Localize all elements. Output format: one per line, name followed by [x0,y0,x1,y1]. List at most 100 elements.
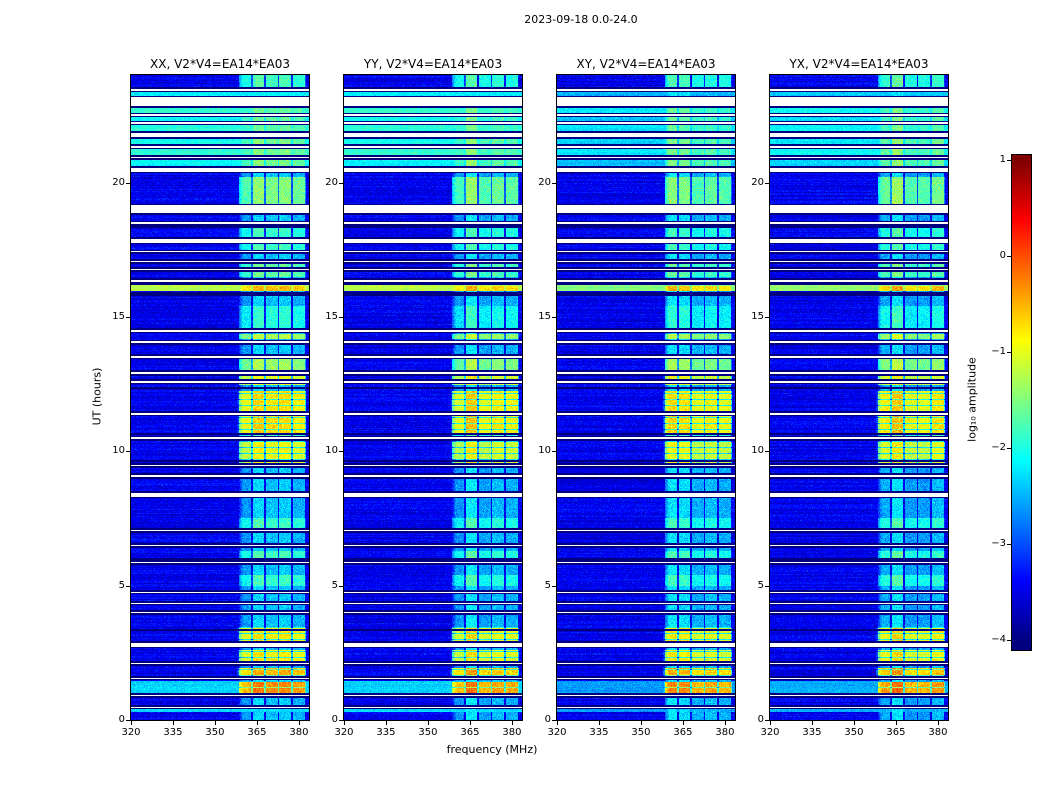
colorbar-tick [1007,448,1011,449]
panel-title: YY, V2*V4=EA14*EA03 [363,57,503,71]
y-tick-label: 0 [331,714,338,725]
x-tick [895,721,897,725]
colorbar-tick [1007,160,1011,161]
y-tick-label: 10 [538,445,551,457]
x-tick [640,721,642,725]
x-tick-label: 380 [715,727,735,738]
x-tick-label: 350 [205,727,225,738]
spectrogram-canvas-yx [770,75,948,720]
panel-frame [556,74,736,721]
x-tick [724,721,726,725]
spectrogram-canvas-yy [344,75,522,720]
x-tick [682,721,684,725]
x-tick-label: 320 [334,727,354,738]
y-tick [126,316,130,318]
y-tick [126,585,130,587]
x-tick-label: 380 [928,727,948,738]
x-tick-label: 320 [547,727,567,738]
colorbar-gradient [1012,155,1031,650]
x-tick-label: 350 [631,727,651,738]
colorbar-tick-label: −3 [991,538,1006,549]
figure-title: 2023-09-18 0.0-24.0 [524,13,638,26]
y-tick [126,720,130,721]
x-tick [256,721,258,725]
y-tick-label: 15 [538,310,551,322]
x-tick-label: 320 [121,727,141,738]
x-tick-label: 365 [460,727,480,738]
x-tick [853,721,855,725]
y-tick [552,316,556,318]
y-axis-label: UT (hours) [90,367,104,426]
y-tick [339,182,343,184]
y-tick-label: 5 [757,579,764,591]
y-tick-label: 20 [325,176,338,188]
y-tick [552,720,556,721]
panel-title: XX, V2*V4=EA14*EA03 [150,57,290,71]
y-tick [765,585,769,587]
y-tick [765,720,769,721]
panel-frame [343,74,523,721]
x-tick [214,721,216,725]
x-tick-label: 365 [886,727,906,738]
y-tick [339,585,343,587]
x-tick [937,721,939,725]
y-tick [126,182,130,184]
colorbar-tick-label: −1 [991,346,1006,357]
spectrogram-canvas-xy [557,75,735,720]
y-tick-label: 20 [751,176,764,188]
y-tick [339,316,343,318]
x-tick [811,721,813,725]
x-tick-label: 365 [247,727,267,738]
y-tick-label: 10 [112,445,125,457]
x-tick-label: 335 [163,727,183,738]
y-tick [126,451,130,453]
y-tick-label: 5 [118,579,125,591]
y-tick-label: 15 [325,310,338,322]
y-tick-label: 15 [751,310,764,322]
x-tick-label: 365 [673,727,693,738]
x-tick-label: 335 [589,727,609,738]
x-tick-label: 335 [376,727,396,738]
y-tick [552,182,556,184]
x-tick [598,721,600,725]
y-tick [552,451,556,453]
y-tick [765,182,769,184]
y-tick-label: 20 [538,176,551,188]
y-tick [552,585,556,587]
x-tick [557,721,558,725]
x-tick-label: 320 [760,727,780,738]
colorbar-tick [1007,256,1011,257]
colorbar-tick-label: −4 [991,634,1006,645]
colorbar-tick-label: 0 [999,250,1006,261]
colorbar-frame [1011,154,1032,651]
colorbar-tick-label: 1 [999,154,1006,165]
y-tick-label: 0 [544,714,551,725]
y-tick [339,720,343,721]
spectrogram-canvas-xx [131,75,309,720]
x-tick-label: 350 [418,727,438,738]
y-tick-label: 0 [118,714,125,725]
colorbar-tick [1007,544,1011,545]
x-tick-label: 380 [289,727,309,738]
y-tick-label: 10 [751,445,764,457]
x-tick-label: 350 [844,727,864,738]
panel-title: YX, V2*V4=EA14*EA03 [789,57,929,71]
x-tick [172,721,174,725]
x-tick [344,721,345,725]
x-tick [469,721,471,725]
y-tick-label: 5 [331,579,338,591]
panel-frame [130,74,310,721]
x-tick [770,721,771,725]
x-tick [131,721,132,725]
y-tick [765,316,769,318]
x-tick [427,721,429,725]
y-tick-label: 15 [112,310,125,322]
colorbar-tick [1007,640,1011,641]
panel-frame [769,74,949,721]
y-tick-label: 0 [757,714,764,725]
colorbar-tick-label: −2 [991,442,1006,453]
panel-title: XY, V2*V4=EA14*EA03 [576,57,716,71]
x-tick [511,721,513,725]
x-tick [298,721,300,725]
